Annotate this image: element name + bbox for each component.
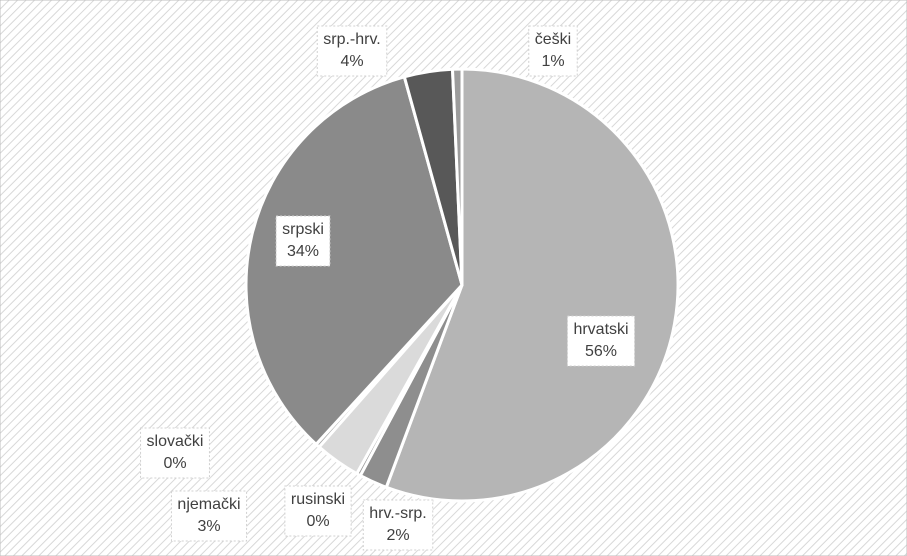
label-box <box>566 315 636 367</box>
label-category: rusinski <box>291 491 345 508</box>
data-label: srp.-hrv. 4% <box>316 25 388 77</box>
data-label: slovački 0% <box>140 427 210 479</box>
label-value: 56% <box>585 343 617 360</box>
label-category: srpski <box>282 221 324 238</box>
label-value: 34% <box>287 243 319 260</box>
label-category: njemački <box>177 496 240 513</box>
pie-slice <box>384 67 680 503</box>
label-box <box>284 485 352 537</box>
label-box <box>140 427 210 479</box>
label-category: srp.-hrv. <box>323 31 380 48</box>
label-box <box>362 499 434 551</box>
data-label: srpski 34% <box>275 215 331 267</box>
label-value: 0% <box>163 455 186 472</box>
label-category: češki <box>535 31 571 48</box>
pie-slice <box>451 67 464 287</box>
label-box <box>275 215 331 267</box>
label-category: slovački <box>147 433 204 450</box>
label-value: 2% <box>386 527 409 544</box>
label-value: 3% <box>197 518 220 535</box>
label-value: 4% <box>340 53 363 70</box>
label-value: 1% <box>541 53 564 70</box>
data-labels: hrvatski 56% hrv.-srp. 2% rusinski 0% njemački… <box>140 25 636 551</box>
pie <box>244 67 680 503</box>
label-category: hrvatski <box>573 321 628 338</box>
data-label: rusinski 0% <box>284 485 352 537</box>
data-label: njemački 3% <box>170 490 248 542</box>
label-value: 0% <box>306 513 329 530</box>
data-label: hrv.-srp. 2% <box>362 499 434 551</box>
label-box <box>170 490 248 542</box>
data-label: češki 1% <box>528 25 578 77</box>
label-category: hrv.-srp. <box>369 505 426 522</box>
pie-slice <box>244 75 464 446</box>
label-box <box>316 25 388 77</box>
label-box <box>528 25 578 77</box>
data-label: hrvatski 56% <box>566 315 636 367</box>
